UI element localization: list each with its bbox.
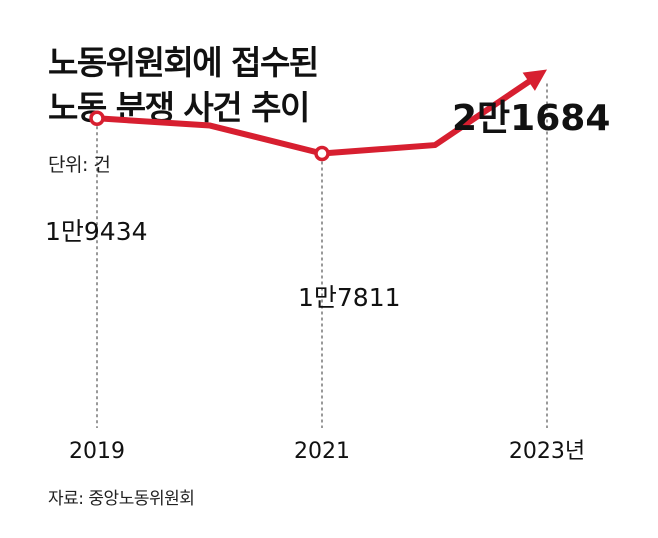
point-marker-2019: [89, 110, 105, 127]
value-label-2023: 2만1684: [452, 98, 610, 139]
x-tick-label-2: 2023년: [509, 439, 585, 464]
value-label-2019: 1만9434: [45, 217, 148, 246]
chart-title-line-1: 노동위원회에 접수된: [48, 43, 319, 82]
x-tick-label-0: 2019: [69, 439, 125, 464]
x-tick-label-1: 2021: [294, 439, 350, 464]
series-arrowhead: [522, 69, 547, 91]
value-label-2021: 1만7811: [298, 283, 401, 312]
unit-label: 단위: 건: [48, 154, 111, 176]
source-label: 자료: 중앙노동위원회: [48, 489, 195, 509]
chart-title: 노동위원회에 접수된 노동 분쟁 사건 추이: [48, 40, 319, 130]
point-marker-2021: [314, 145, 330, 162]
